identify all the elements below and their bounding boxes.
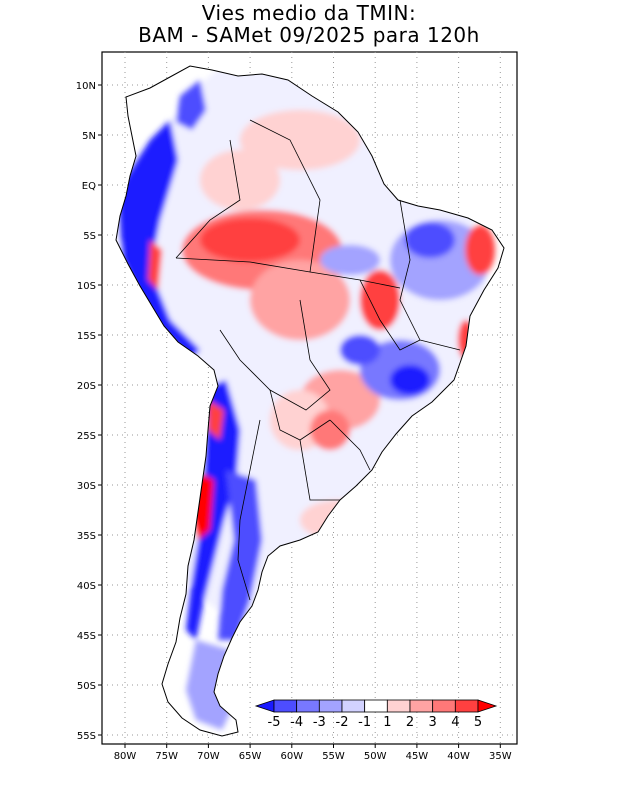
lon-tick-label: 75W (155, 751, 178, 762)
colorbar-box (432, 699, 456, 713)
coastline (115, 65, 505, 737)
lon-tick-label: 60W (280, 751, 303, 762)
country-borders (175, 119, 461, 601)
lat-tick-label: 10N (76, 81, 96, 92)
colorbar-label: 5 (474, 715, 482, 730)
lat-tick-label: 30S (77, 481, 96, 492)
lon-tick-label: 50W (364, 751, 387, 762)
colorbar-box (386, 699, 411, 713)
lat-tick-label: 5N (82, 131, 96, 142)
colorbar: -5 -4 -3 -2 -1 1 2 3 4 5 (254, 699, 498, 730)
map-title: Vies medio da TMIN: BAM - SAMet 09/2025 … (0, 2, 618, 46)
title-line-1: Vies medio da TMIN: (201, 1, 417, 25)
colorbar-box (454, 699, 479, 713)
lon-tick-label: 70W (197, 751, 220, 762)
lat-tick-label: 5S (83, 231, 96, 242)
colorbar-box (296, 699, 320, 713)
lat-tick-label: 20S (77, 381, 96, 392)
lat-tick-label: 10S (77, 281, 96, 292)
lat-tick-label: EQ (82, 181, 96, 192)
colorbar-box (409, 699, 434, 713)
lon-tick-label: 55W (322, 751, 345, 762)
colorbar-arrow-high (477, 699, 498, 713)
longitude-labels: 80W 75W 70W 65W 60W 55W 50W 45W 40W 35W (114, 744, 512, 762)
lon-tick-label: 80W (114, 751, 137, 762)
colorbar-label: 2 (406, 715, 414, 730)
title-line-2: BAM - SAMet 09/2025 para 120h (138, 23, 480, 47)
lat-tick-label: 45S (77, 631, 96, 642)
colorbar-box (273, 699, 298, 713)
lon-tick-label: 65W (239, 751, 262, 762)
colorbar-label: -2 (336, 715, 349, 730)
lon-tick-label: 35W (489, 751, 512, 762)
colorbar-box (341, 699, 366, 713)
latitude-labels: 10N 5N EQ 5S 10S 15S 20S 25S 30S 35S 40S 45S 50S 55S (76, 81, 102, 742)
colorbar-label: -1 (358, 715, 371, 730)
colorbar-box (318, 699, 343, 713)
lon-tick-label: 40W (447, 751, 470, 762)
lat-tick-label: 25S (77, 431, 96, 442)
colorbar-label: 1 (383, 715, 391, 730)
colorbar-label: -4 (290, 715, 303, 730)
lat-tick-label: 15S (77, 331, 96, 342)
colorbar-label: 3 (429, 715, 437, 730)
lat-tick-label: 40S (77, 581, 96, 592)
colorbar-label: 4 (451, 715, 459, 730)
colorbar-box (364, 699, 388, 713)
lat-tick-label: 55S (77, 731, 96, 742)
lat-tick-label: 35S (77, 531, 96, 542)
colorbar-label: -5 (268, 715, 281, 730)
lon-tick-label: 45W (406, 751, 429, 762)
colorbar-label: -3 (313, 715, 326, 730)
lat-tick-label: 50S (77, 681, 96, 692)
